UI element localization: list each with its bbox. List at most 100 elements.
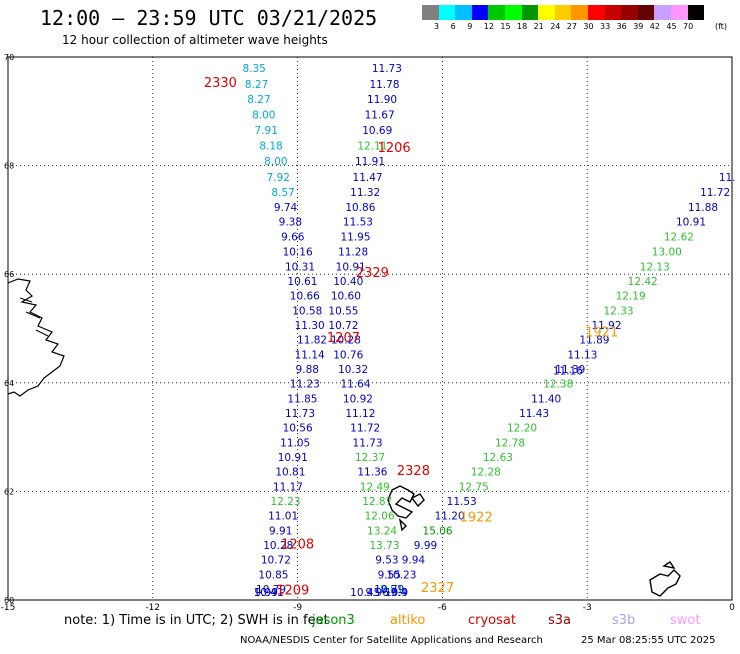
wave-height-value: 9.38 xyxy=(279,216,302,228)
lon-tick-label: 0 xyxy=(729,603,735,613)
wave-height-value: 12.33 xyxy=(604,305,634,317)
lat-tick-label: 60 xyxy=(4,596,14,605)
wave-height-value: 8.00 xyxy=(264,156,287,168)
colorbar-swatch xyxy=(621,5,638,20)
wave-height-value: 11.20 xyxy=(435,511,465,523)
wave-height-value: 12.38 xyxy=(543,379,573,391)
wave-height-value: 9.96 xyxy=(366,587,390,599)
lon-tick-label: -12 xyxy=(145,603,160,613)
colorbar-tick-label: 39 xyxy=(633,22,644,31)
wave-height-value: 9.99 xyxy=(414,540,437,552)
map-frame xyxy=(7,56,733,601)
map-subtitle: 12 hour collection of altimeter wave hei… xyxy=(62,33,328,47)
wave-height-value: 10.16 xyxy=(283,247,313,259)
wave-height-value: 11.05 xyxy=(280,437,310,449)
wave-height-value: 11.14 xyxy=(295,349,325,361)
wave-height-colorbar xyxy=(422,5,705,21)
wave-height-value: 10.31 xyxy=(285,261,315,273)
colorbar-tick-label: 33 xyxy=(600,22,611,31)
wave-height-value: 10.72 xyxy=(261,555,291,567)
wave-height-value: 11.23 xyxy=(290,379,320,391)
wave-height-value: 10.41 xyxy=(254,587,284,599)
wave-height-value: 11.01 xyxy=(268,511,298,523)
wave-height-value: 9.94 xyxy=(402,555,426,567)
wave-height-value: 8.00 xyxy=(252,109,275,121)
wave-height-value: 11.30 xyxy=(295,320,325,332)
wave-height-value: 13.24 xyxy=(367,525,397,537)
wave-height-value: 12.42 xyxy=(628,276,658,288)
colorbar-tick-label: 18 xyxy=(517,22,528,31)
wave-height-value: 11.39 xyxy=(555,364,585,376)
wave-height-value: 12.28 xyxy=(471,467,501,479)
colorbar-swatch xyxy=(471,5,489,20)
wave-height-value: 11.89 xyxy=(579,335,609,347)
colorbar-tick-label: 15 xyxy=(500,22,511,31)
wave-height-value: 12.19 xyxy=(616,291,646,303)
colorbar-swatch xyxy=(504,5,522,20)
wave-height-value: 10.60 xyxy=(331,291,361,303)
wave-height-value: 10.92 xyxy=(343,393,373,405)
wave-height-value: 10.56 xyxy=(283,423,313,435)
wave-height-value: 11.82 xyxy=(297,335,327,347)
wave-height-value: 12.78 xyxy=(495,437,525,449)
wave-height-value: 11.43 xyxy=(519,408,549,420)
wave-height-value: 11.73 xyxy=(372,63,402,75)
colorbar-swatch xyxy=(654,5,671,20)
wave-height-value: 10.9 xyxy=(385,587,408,599)
map-title: 12:00 – 23:59 UTC 03/21/2025 xyxy=(40,6,378,30)
wave-height-value: 10.23 xyxy=(386,569,416,581)
wave-height-value: 11.47 xyxy=(353,172,383,184)
lon-tick-label: -3 xyxy=(583,603,592,613)
lat-tick-label: 66 xyxy=(4,270,14,279)
wave-height-value: 10.72 xyxy=(328,320,358,332)
wave-height-value: 10.28 xyxy=(331,335,361,347)
colorbar-tick-label: 24 xyxy=(550,22,561,31)
wave-height-value: 12.63 xyxy=(483,452,513,464)
lon-tick-label: -6 xyxy=(438,603,447,613)
wave-height-value: 8.51 xyxy=(380,584,403,596)
iceland-fjord-1 xyxy=(19,297,49,337)
shetland-islands xyxy=(649,561,681,597)
wave-height-value: 10.91 xyxy=(278,452,308,464)
track-time-labels: 2330 1206 2329 1207 1921 2328 1922 1208 1209 2327 xyxy=(204,76,618,599)
wave-height-value: 11.36 xyxy=(357,467,387,479)
colorbar-tick-label: 36 xyxy=(616,22,627,31)
colorbar-swatch xyxy=(587,5,605,20)
graticule xyxy=(7,56,733,601)
colorbar-swatch xyxy=(438,5,456,20)
axis-tick-labels: -15 -12 -9 -6 -3 0 60 62 64 66 68 70 xyxy=(1,53,735,613)
wave-height-value: 10.79 xyxy=(374,584,404,596)
wave-height-value: 8.18 xyxy=(259,140,282,152)
lat-tick-label: 70 xyxy=(4,53,14,62)
wave-height-values: 8.35 8.27 8.27 8.00 7.91 8.18 8.00 7.92 8.57 9.74… xyxy=(242,63,735,599)
wave-height-value: 11.13 xyxy=(567,349,597,361)
colorbar-tick-label: 27 xyxy=(566,22,577,31)
wave-height-value: 11.95 xyxy=(340,232,370,244)
colorbar-swatch xyxy=(637,5,655,20)
wave-height-value: 10.91 xyxy=(336,261,366,273)
wave-height-value: 11.73 xyxy=(353,437,383,449)
wave-height-value: 10.28 xyxy=(263,540,293,552)
wave-height-value: 11.85 xyxy=(287,393,317,405)
wave-height-value: 9.91 xyxy=(269,525,292,537)
colorbar-swatch xyxy=(687,5,705,20)
wave-height-value: 12.49 xyxy=(360,481,390,493)
colorbar-tick-label: 6 xyxy=(450,22,456,31)
track-time-label: 1922 xyxy=(460,510,493,525)
iceland-coast xyxy=(7,278,65,397)
legend-note: note: 1) Time is in UTC; 2) SWH is in fe… xyxy=(64,613,329,628)
colorbar-tick-label: 21 xyxy=(533,22,544,31)
satellite-legend-altiko: altiko xyxy=(390,613,426,628)
wave-height-value: 12.87 xyxy=(362,496,392,508)
wave-height-value: 11.72 xyxy=(700,187,730,199)
colorbar-swatch xyxy=(455,5,472,20)
colorbar-swatch xyxy=(538,5,555,20)
wave-height-value: 9.4 xyxy=(391,587,408,599)
wave-height-value: 10.58 xyxy=(292,305,322,317)
wave-height-value: 11.88 xyxy=(688,202,718,214)
satellite-legend-s3a: s3a xyxy=(548,613,572,628)
satellite-legend-cryosat: cryosat xyxy=(468,613,516,628)
wave-height-value: 11.28 xyxy=(338,247,368,259)
